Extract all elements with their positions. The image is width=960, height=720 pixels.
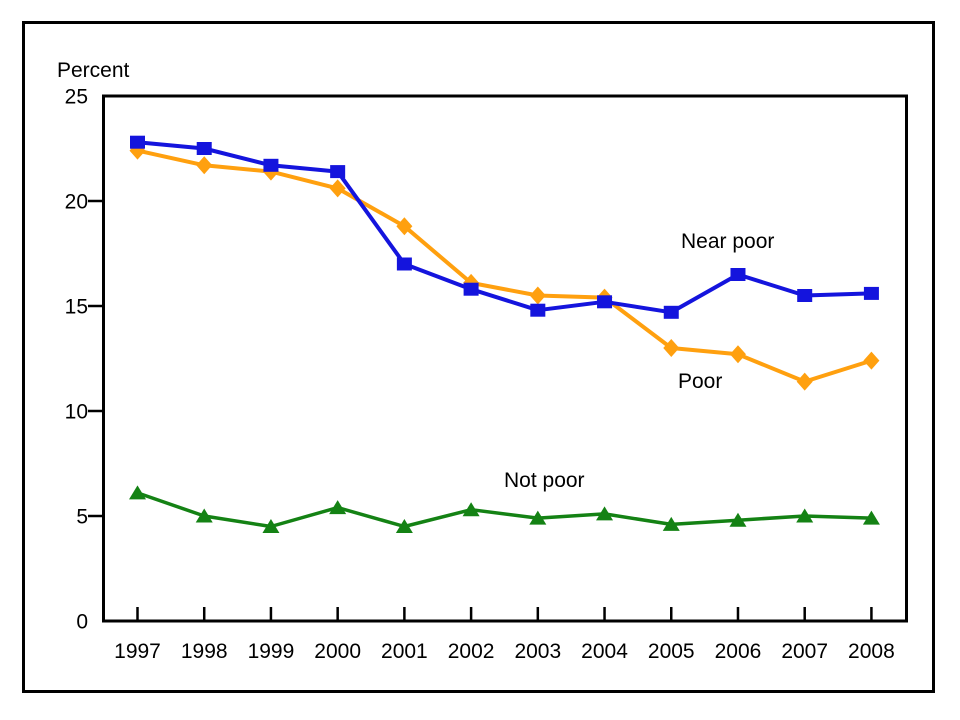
series-label-not-poor: Not poor <box>504 469 585 492</box>
data-point-marker-near-poor <box>730 268 746 281</box>
data-point-marker-near-poor <box>530 303 546 317</box>
x-axis-tick-label: 1998 <box>181 640 228 663</box>
y-axis-tick-label: 15 <box>65 296 88 319</box>
y-axis-tick-label: 20 <box>65 191 88 214</box>
x-axis-tick-label: 2008 <box>848 640 895 663</box>
data-point-marker-not-poor <box>596 506 614 521</box>
data-point-marker-poor <box>863 351 880 370</box>
data-point-marker-not-poor <box>729 512 747 527</box>
figure-border <box>22 21 935 693</box>
chart-layer: 0 5 10 15 20 25 1997 1998 1999 2000 2001 2002 2003 20… <box>65 86 908 663</box>
data-point-marker-poor <box>396 217 413 236</box>
plot-area-border <box>102 94 908 623</box>
x-axis-tick-label: 2007 <box>781 640 828 663</box>
y-axis-tick-label: 25 <box>65 86 88 109</box>
data-point-marker-not-poor <box>329 500 347 515</box>
data-point-marker-not-poor <box>262 519 280 533</box>
data-point-marker-poor <box>529 286 546 305</box>
x-axis-tick-label: 2001 <box>381 640 428 663</box>
series-line-poor <box>135 148 874 384</box>
data-point-marker-poor <box>663 339 680 357</box>
y-axis-tick-label: 10 <box>65 401 88 424</box>
x-axis-tick-label: 2003 <box>514 640 561 663</box>
data-point-marker-not-poor <box>395 519 413 533</box>
data-point-marker-not-poor <box>662 516 680 531</box>
x-axis-tick-label: 1997 <box>114 640 161 663</box>
data-point-marker-near-poor <box>196 142 212 155</box>
data-point-marker-not-poor <box>462 502 480 517</box>
data-point-marker-poor <box>796 372 813 391</box>
x-axis-tick-label: 2004 <box>581 640 628 663</box>
data-point-marker-near-poor <box>330 165 346 179</box>
x-axis-tick-label: 2006 <box>715 640 762 663</box>
x-axis-tick-label: 2000 <box>314 640 361 663</box>
data-point-marker-not-poor <box>195 508 213 523</box>
data-point-marker-poor <box>329 179 346 198</box>
data-point-marker-not-poor <box>529 510 547 525</box>
data-point-marker-near-poor <box>263 158 279 172</box>
data-point-marker-near-poor <box>797 289 813 302</box>
data-point-marker-poor <box>196 156 213 175</box>
series-line-near-poor <box>135 140 874 315</box>
y-axis-tick-label: 0 <box>76 611 88 634</box>
data-point-marker-not-poor <box>796 508 814 523</box>
data-point-marker-near-poor <box>863 286 879 300</box>
data-point-marker-near-poor <box>663 305 679 319</box>
data-point-marker-not-poor <box>129 485 146 500</box>
y-axis-tick-label: 5 <box>76 506 88 529</box>
data-point-marker-near-poor <box>396 257 412 271</box>
x-axis-tick-label: 2005 <box>648 640 695 663</box>
series-label-poor: Poor <box>678 370 722 393</box>
data-point-marker-poor <box>729 345 746 364</box>
axis-title-percent: Percent <box>57 59 130 82</box>
data-point-marker-near-poor <box>130 135 145 149</box>
series-label-near-poor: Near poor <box>681 230 774 253</box>
data-point-marker-not-poor <box>862 510 880 525</box>
x-axis-tick-label: 2002 <box>448 640 495 663</box>
data-point-marker-near-poor <box>463 282 479 296</box>
x-axis-tick-label: 1999 <box>248 640 295 663</box>
data-point-marker-near-poor <box>597 295 613 309</box>
series-line-not-poor <box>135 491 874 529</box>
